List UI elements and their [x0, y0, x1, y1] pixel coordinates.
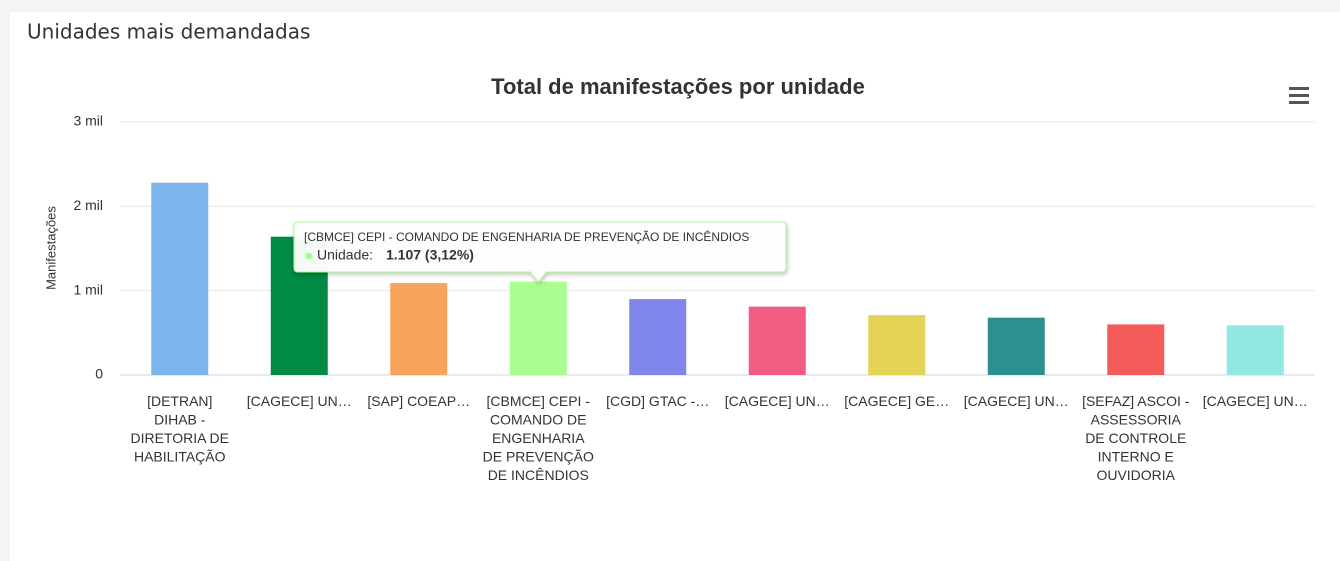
bar [629, 299, 687, 375]
y-tick-label: 2 mil [73, 197, 103, 213]
bar [868, 315, 926, 375]
x-tick-line: DIHAB - [154, 411, 206, 427]
y-tick-label: 0 [95, 366, 103, 382]
y-tick-label: 3 mil [73, 113, 103, 129]
x-tick-line: ASSESSORIA [1091, 411, 1182, 427]
y-axis-label: Manifestações [43, 206, 58, 290]
x-tick-line: [SAP] COEAP… [367, 393, 470, 409]
tooltip-dot [305, 252, 313, 260]
x-tick-line: INTERNO E [1098, 448, 1174, 464]
x-tick-label: [CAGECE] UN… [1203, 393, 1308, 409]
menu-button[interactable] [1289, 87, 1309, 104]
x-tick-line: DE INCÊNDIOS [488, 467, 589, 483]
bar [1107, 324, 1165, 375]
y-tick-label: 1 mil [73, 281, 103, 297]
x-tick-line: [CAGECE] GE… [844, 393, 949, 409]
x-tick-line: DIRETORIA DE [130, 430, 229, 446]
x-tick-label: [SEFAZ] ASCOI - ASSESSORIA DE CONTROLE INTE… [1082, 393, 1190, 483]
bar [1226, 325, 1284, 375]
x-tick-line: [CBMCE] CEPI - [487, 393, 591, 409]
x-tick-line: [CAGECE] UN… [964, 393, 1069, 409]
x-tick-label: [CAGECE] UN… [964, 393, 1069, 409]
menu-line [1289, 101, 1309, 104]
x-tick-line: COMANDO DE [490, 411, 586, 427]
menu-line [1289, 87, 1309, 90]
x-tick-label: [CBMCE] CEPI - COMANDO DE ENGENHARIA DE PRE… [483, 393, 594, 483]
bar [987, 317, 1045, 375]
x-tick-line: [SEFAZ] ASCOI - [1082, 393, 1190, 409]
x-tick-line: [DETRAN] [147, 393, 212, 409]
chart-title: Total de manifestações por unidade [491, 74, 865, 99]
menu-line [1289, 94, 1309, 97]
x-tick-line: OUVIDORIA [1096, 467, 1175, 483]
x-tick-line: DE PREVENÇÃO [483, 448, 594, 464]
x-tick-label: [CAGECE] GE… [844, 393, 949, 409]
x-tick-line: [CAGECE] UN… [725, 393, 830, 409]
x-tick-line: DE CONTROLE [1085, 430, 1186, 446]
card [10, 12, 1340, 561]
tooltip-box [293, 221, 787, 283]
tooltip-series: Unidade: [317, 247, 373, 263]
x-tick-label: [DETRAN] DIHAB - DIRETORIA DE HABILITAÇÃO [130, 393, 229, 465]
bar [509, 281, 567, 375]
x-tick-line: [CGD] GTAC -… [606, 393, 709, 409]
section-title: Unidades mais demandadas [27, 20, 310, 44]
x-tick-label: [CGD] GTAC -… [606, 393, 709, 409]
x-tick-line: [CAGECE] UN… [247, 393, 352, 409]
x-tick-line: [CAGECE] UN… [1203, 393, 1308, 409]
x-tick-line: ENGENHARIA [492, 430, 585, 446]
x-tick-label: [CAGECE] UN… [247, 393, 352, 409]
x-tick-label: [CAGECE] UN… [725, 393, 830, 409]
bar [151, 182, 209, 375]
tooltip: [CBMCE] CEPI - COMANDO DE ENGENHARIA DE … [293, 221, 787, 283]
x-tick-line: HABILITAÇÃO [134, 448, 226, 464]
x-tick-label: [SAP] COEAP… [367, 393, 470, 409]
tooltip-value: 1.107 (3,12%) [386, 247, 474, 263]
tooltip-title: [CBMCE] CEPI - COMANDO DE ENGENHARIA DE … [304, 229, 749, 244]
bar [748, 306, 806, 375]
bar [390, 283, 448, 375]
